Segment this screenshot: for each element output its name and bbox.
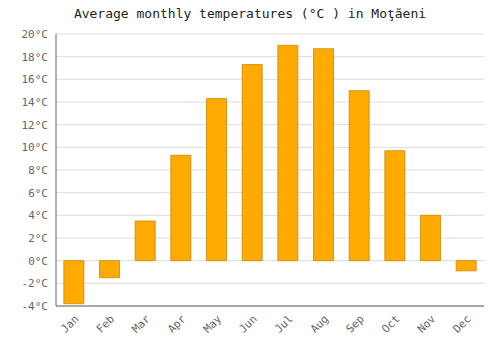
svg-text:12°C: 12°C [22,119,49,132]
svg-text:Oct: Oct [379,312,402,335]
html-text:Average monthly temperatures (: Average monthly temperatures (°C ) in Mo… [73,6,427,21]
svg-text:Sep: Sep [344,312,367,335]
svg-text:Apr: Apr [165,312,189,336]
svg-text:4°C: 4°C [28,209,48,222]
svg-text:8°C: 8°C [28,164,48,177]
svg-text:Jun: Jun [237,312,260,335]
svg-text:Nov: Nov [415,312,439,336]
svg-text:10°C: 10°C [22,141,49,154]
svg-text:-2°C: -2°C [22,277,49,290]
svg-text:Dec: Dec [451,312,474,335]
svg-text:Mar: Mar [130,312,154,336]
svg-text:Jan: Jan [58,312,81,335]
svg-text:Feb: Feb [94,312,117,335]
svg-text:18°C: 18°C [22,51,49,64]
svg-text:May: May [201,312,225,336]
svg-text:Jul: Jul [272,312,295,335]
svg-text:2°C: 2°C [28,232,48,245]
svg-text:14°C: 14°C [22,96,49,109]
svg-text:0°C: 0°C [28,255,48,268]
svg-text:-4°C: -4°C [22,300,49,313]
svg-text:Aug: Aug [308,312,331,335]
svg-text:20°C: 20°C [22,28,49,41]
svg-text:16°C: 16°C [22,73,49,86]
svg-text:6°C: 6°C [28,187,48,200]
